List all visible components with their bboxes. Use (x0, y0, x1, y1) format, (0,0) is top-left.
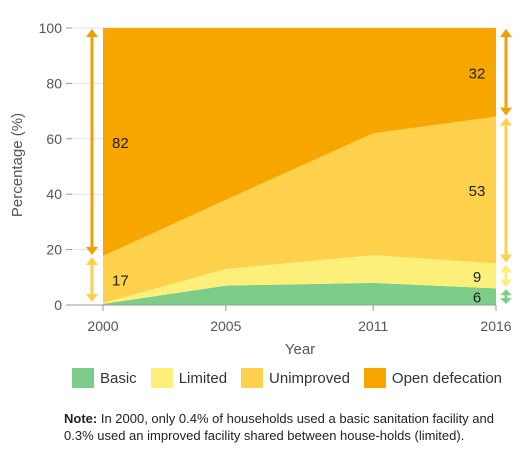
arrow-2016-basic (500, 289, 512, 304)
x-tick-label-2016: 2016 (480, 318, 511, 334)
legend-item-basic: Basic (72, 368, 137, 388)
legend-swatch-basic (72, 368, 94, 388)
arrow-2016-open-defecation-head-top (500, 29, 512, 37)
arrow-2016-basic-head-top (500, 289, 512, 296)
arrow-2016-unimproved (500, 117, 512, 263)
data-label-2016-unimproved: 53 (469, 183, 486, 200)
data-label-2000-open-defecation: 82 (112, 135, 129, 152)
arrow-2016-limited (500, 264, 512, 288)
area-series (103, 28, 496, 305)
range-arrows (86, 29, 512, 304)
area-open-defecation (103, 28, 496, 256)
arrow-2000-open-defecation-head-bottom (86, 246, 98, 255)
data-label-2016-basic: 6 (473, 290, 481, 307)
legend-label-basic: Basic (100, 369, 137, 387)
legend-label-open-defecation: Open defecation (391, 369, 503, 387)
arrow-2000-open-defecation (86, 29, 98, 255)
legend-item-unimproved: Unimproved (241, 368, 350, 388)
arrow-2000-unimproved-head-bottom (86, 294, 98, 303)
legend-item-limited: Limited (150, 368, 228, 388)
legend-swatch-unimproved (241, 368, 264, 388)
legend-label-unimproved: Unimproved (269, 369, 350, 387)
data-label-2000-unimproved: 17 (112, 273, 129, 290)
y-tick-label-100: 100 (39, 20, 63, 36)
arrow-2016-limited-head-bottom (500, 279, 512, 288)
note-text: In 2000, only 0.4% of households used a … (64, 411, 494, 443)
legend: Basic Limited Unimproved Open defecation (72, 368, 516, 388)
legend-swatch-open-defecation (363, 368, 386, 388)
arrow-2016-unimproved-head-bottom (500, 254, 512, 263)
area-basic (103, 282, 496, 305)
arrow-2016-basic-head-bottom (500, 298, 512, 304)
area-limited (103, 255, 496, 304)
note-label: Note: (64, 411, 98, 426)
y-tick-label-60: 60 (46, 131, 62, 147)
arrow-2016-unimproved-head-top (500, 117, 512, 126)
legend-swatch-limited (150, 368, 173, 388)
data-label-2016-limited: 9 (473, 269, 481, 286)
arrow-2000-unimproved-head-top (86, 256, 98, 265)
data-labels: 82 17 32 53 9 6 (112, 65, 485, 306)
y-tick-label-20: 20 (46, 242, 62, 258)
area-unimproved (103, 116, 496, 304)
arrow-2000-open-defecation-head-top (86, 29, 98, 37)
x-tick-label-2000: 2000 (87, 318, 118, 334)
x-tick-label-2011: 2011 (358, 318, 388, 334)
legend-item-open-defecation: Open defecation (363, 368, 503, 388)
arrow-2000-unimproved (86, 256, 98, 303)
axes: 0 20 40 60 80 100 2000 2005 2011 2016 (39, 20, 512, 334)
note: Note: In 2000, only 0.4% of households u… (64, 410, 504, 444)
arrow-2016-limited-head-top (500, 264, 512, 273)
legend-label-limited: Limited (178, 369, 228, 387)
x-tick-label-2005: 2005 (210, 318, 241, 334)
y-axis-title: Percentage (%) (9, 113, 26, 217)
x-axis-title: Year (285, 341, 315, 358)
y-tick-label-0: 0 (54, 297, 62, 313)
data-label-2016-open-defecation: 32 (469, 65, 486, 82)
arrow-2016-open-defecation (500, 29, 512, 116)
y-tick-label-80: 80 (46, 75, 62, 91)
y-tick-label-40: 40 (46, 186, 62, 202)
arrow-2016-open-defecation-head-bottom (500, 107, 512, 116)
